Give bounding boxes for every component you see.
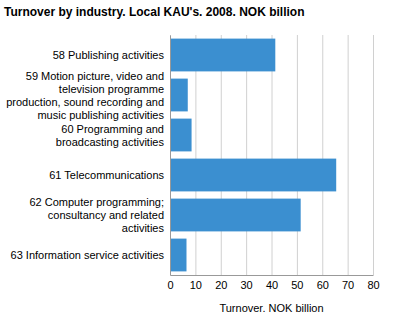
x-tick: 70 [342,35,354,291]
grid-line [170,35,171,275]
plot: 0 10 20 30 40 50 60 70 80 58 Publishing activitie… [6,35,379,291]
y-axis-line [170,36,171,276]
x-tick-label: 30 [241,279,253,291]
grid-line [373,35,374,275]
x-tick-label: 40 [266,279,278,291]
y-tick: 58 Publishing activities [53,49,170,61]
y-tick-label: 61 Telecommunications [49,169,164,181]
chart: Turnover by industry. Local KAU's. 2008.… [0,0,400,320]
bar [170,39,275,72]
y-tick-label-line: activities [122,222,165,234]
y-axis: 58 Publishing activities 59 Motion pictur… [6,36,170,276]
title: Turnover by industry. Local KAU's. 2008.… [4,5,304,19]
y-tick-label-line: 59 Motion picture, video and [26,70,164,82]
grid-line [322,35,323,275]
y-tick-label: 59 Motion picture, video andtelevision p… [6,70,164,121]
y-tick-label-line: 63 Information service activities [11,249,165,261]
bar [170,199,301,232]
bar [170,119,192,152]
y-tick: 61 Telecommunications [49,169,170,181]
x-tick-label: 10 [190,279,202,291]
y-tick: 63 Information service activities [11,249,170,261]
grid-line [348,35,349,275]
y-tick-label-line: 60 Programming and [61,123,164,135]
y-tick-label: 58 Publishing activities [53,49,165,61]
y-tick-label-line: television programme [59,83,164,95]
grid-line [297,35,298,275]
x-tick-label: 20 [215,279,227,291]
x-tick: 80 [367,35,379,291]
bar [170,79,188,112]
y-tick-label: 62 Computer programming;consultancy and … [29,196,164,234]
y-tick-label: 60 Programming andbroadcasting activitie… [56,123,165,148]
y-tick-label-line: 61 Telecommunications [49,169,164,181]
x-tick-label: 0 [167,279,173,291]
y-tick: 60 Programming andbroadcasting activitie… [56,123,170,148]
x-axis-title: Turnover. NOK billion [219,302,323,314]
y-tick: 62 Computer programming;consultancy and … [29,196,170,234]
y-tick-label-line: broadcasting activities [56,136,165,148]
y-tick: 59 Motion picture, video andtelevision p… [6,70,170,121]
y-tick-label-line: 62 Computer programming; [29,196,164,208]
x-axis: 0 10 20 30 40 50 60 70 80 [167,35,379,291]
x-tick-label: 60 [317,279,329,291]
x-tick-label: 80 [367,279,379,291]
y-tick-label-line: 58 Publishing activities [53,49,165,61]
bar [170,159,336,192]
x-axis-line [171,275,374,276]
y-tick-label: 63 Information service activities [11,249,165,261]
bars [170,39,336,272]
y-tick-label-line: consultancy and related [48,209,164,221]
y-tick-label-line: music publishing activities [37,109,164,121]
y-tick-label-line: production, sound recording and [6,96,164,108]
x-tick-label: 50 [291,279,303,291]
bar [170,239,186,272]
x-tick-label: 70 [342,279,354,291]
